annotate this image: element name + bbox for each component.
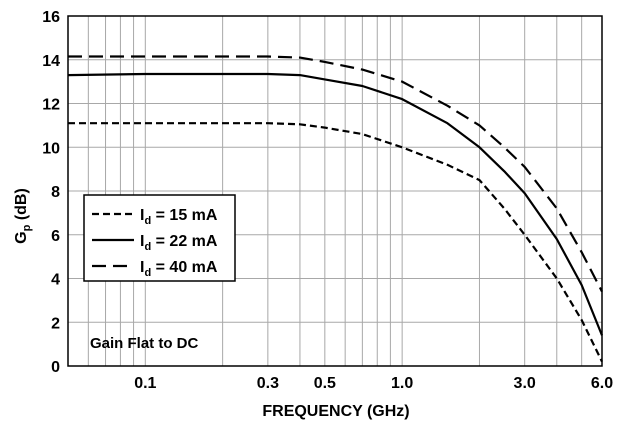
y-axis-title: Gp (dB) <box>13 188 33 244</box>
y-axis-title-sub: p <box>21 224 33 231</box>
y-axis-title-main: G <box>13 231 30 243</box>
legend-label-sub: d <box>144 241 151 253</box>
series-line-1 <box>68 122 603 363</box>
legend-label-sub: d <box>144 215 151 227</box>
x-tick-label: 3.0 <box>514 375 536 392</box>
y-tick-label: 6 <box>51 228 60 245</box>
y-tick-label: 10 <box>42 140 60 157</box>
legend-label-1: Id = 15 mA <box>140 207 218 227</box>
y-axis-title-unit: (dB) <box>13 188 30 224</box>
y-tick-label: 8 <box>51 184 60 201</box>
y-tick-label: 12 <box>42 97 60 114</box>
legend-box <box>83 194 236 282</box>
x-tick-label: 6.0 <box>591 375 613 392</box>
x-tick-label: 1.0 <box>391 375 413 392</box>
y-tick-label: 2 <box>51 315 60 332</box>
legend-label-2: Id = 22 mA <box>140 233 218 253</box>
legend-label-rest: = 15 mA <box>151 207 218 224</box>
legend-label-rest: = 22 mA <box>151 233 218 250</box>
plot-frame <box>67 15 603 367</box>
legend-label-main: I <box>140 233 144 250</box>
y-tick-label: 14 <box>42 53 60 70</box>
x-tick-label: 0.1 <box>134 375 156 392</box>
legend-label-main: I <box>140 259 144 276</box>
tick-labels: 0.1 0.3 0.5 1.0 3.0 6.0 0 2 4 6 8 10 12 14 16 <box>42 9 613 392</box>
legend-label-rest: = 40 mA <box>151 259 218 276</box>
legend-label-3: Id = 40 mA <box>140 259 218 279</box>
series-line-3 <box>68 55 603 293</box>
legend-label-sub: d <box>144 267 151 279</box>
series-line-2 <box>67 72 604 336</box>
y-tick-label: 4 <box>51 272 60 289</box>
annotation-gain-flat: Gain Flat to DC <box>90 335 199 352</box>
legend-label-main: I <box>140 207 144 224</box>
series-layer <box>67 55 604 363</box>
y-tick-label: 16 <box>42 9 60 26</box>
y-tick-label: 0 <box>51 359 60 376</box>
x-tick-label: 0.3 <box>257 375 279 392</box>
x-tick-label: 0.5 <box>314 375 336 392</box>
x-axis-title: FREQUENCY (GHz) <box>262 403 409 420</box>
